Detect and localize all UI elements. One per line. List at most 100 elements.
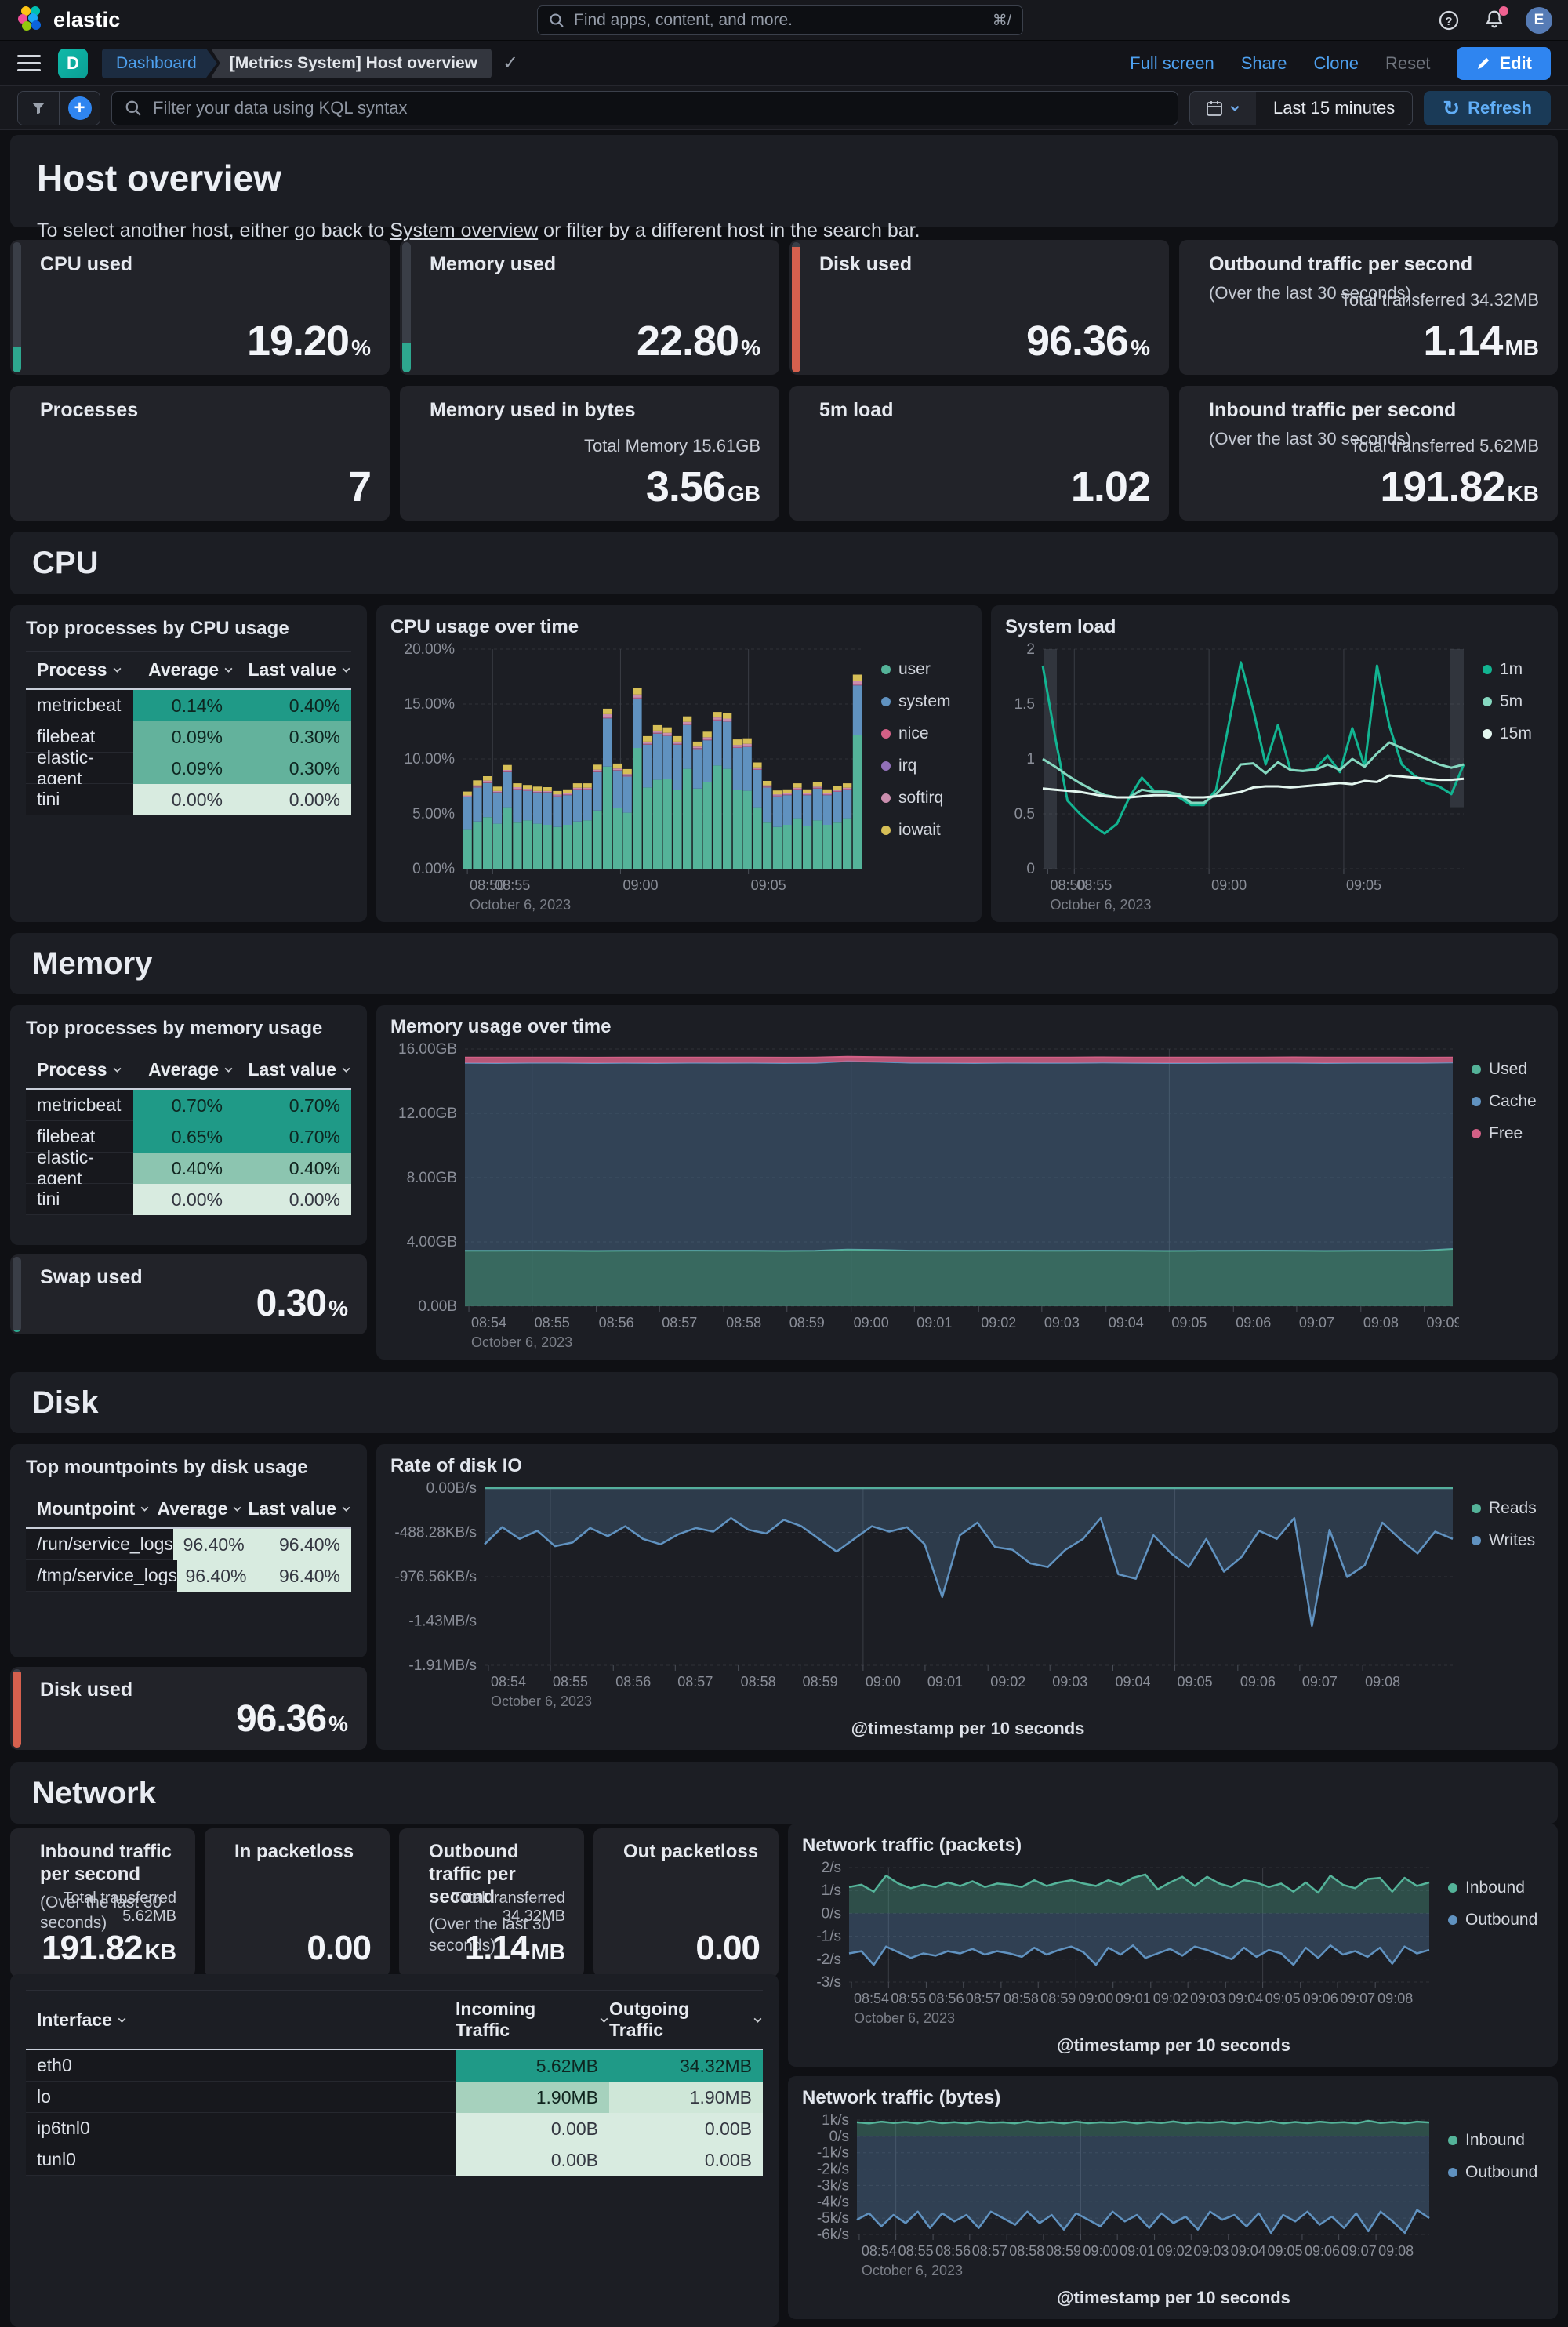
kql-search-box[interactable] xyxy=(111,90,1178,125)
legend-item-nice[interactable]: nice xyxy=(881,724,969,743)
system-load-chart[interactable]: 0 0.5 1 1.5 2 08:50 08:55 09:00 09:05 October 6, … xyxy=(1005,638,1470,916)
global-search-input[interactable] xyxy=(572,10,985,31)
date-picker-button[interactable] xyxy=(1189,91,1256,125)
legend-item-iowait[interactable]: iowait xyxy=(881,821,969,840)
tile-cpu-used: CPU used 19.20% xyxy=(10,240,390,375)
row-label: filebeat xyxy=(26,1121,133,1153)
legend-item-Inbound[interactable]: Inbound xyxy=(1448,2131,1545,2150)
legend-item-irq[interactable]: irq xyxy=(881,757,969,775)
column-header-last-value[interactable]: Last value xyxy=(242,1498,351,1519)
legend-item-Inbound[interactable]: Inbound xyxy=(1448,1879,1545,1897)
panel-cpu-usage-over-time: CPU usage over time 0.00% 5.00% 10.00% 15.0… xyxy=(376,605,982,922)
column-header-process[interactable]: Process xyxy=(37,659,133,681)
saved-check-icon[interactable]: ✓ xyxy=(503,53,519,74)
system-overview-link[interactable]: System overview xyxy=(390,220,539,241)
svg-text:October 6, 2023: October 6, 2023 xyxy=(471,1334,572,1350)
notification-dot xyxy=(1499,6,1508,16)
section-header-cpu: CPU xyxy=(10,532,1558,594)
column-header-outgoing-traffic[interactable]: Outgoing Traffic xyxy=(609,1998,763,2041)
legend-item-5m[interactable]: 5m xyxy=(1483,692,1545,711)
row-label: metricbeat xyxy=(26,690,133,721)
legend-item-Writes[interactable]: Writes xyxy=(1472,1531,1545,1550)
svg-text:08:59: 08:59 xyxy=(1046,2243,1081,2259)
column-header-average[interactable]: Average xyxy=(133,659,234,681)
breadcrumb-dashboard[interactable]: Dashboard xyxy=(102,49,217,78)
refresh-button[interactable]: ↻ Refresh xyxy=(1424,90,1551,125)
legend-item-softirq[interactable]: softirq xyxy=(881,789,969,808)
legend-item-Used[interactable]: Used xyxy=(1472,1060,1545,1079)
table-cell: 0.00% xyxy=(234,1184,351,1215)
legend-item-system[interactable]: system xyxy=(881,692,969,711)
column-header-average[interactable]: Average xyxy=(133,1059,234,1080)
column-header-average[interactable]: Average xyxy=(150,1498,242,1519)
memory-usage-chart[interactable]: 0.00B 4.00GB 8.00GB 12.00GB 16.00GB 08:54 08:5… xyxy=(390,1038,1462,1353)
svg-text:-3/s: -3/s xyxy=(816,1974,841,1991)
tile-memory-used-bytes: Memory used in bytes Total Memory 15.61G… xyxy=(400,386,779,521)
legend-item-user[interactable]: user xyxy=(881,660,969,679)
add-filter-button[interactable]: + xyxy=(59,91,100,125)
legend-item-Outbound[interactable]: Outbound xyxy=(1448,2163,1545,2182)
clone-link[interactable]: Clone xyxy=(1313,53,1359,73)
column-header-process[interactable]: Process xyxy=(37,1059,133,1080)
row-label: tini xyxy=(26,784,133,815)
tile-swap-used: Swap used 0.30% xyxy=(10,1254,367,1334)
row-label: ip6tnl0 xyxy=(26,2113,456,2144)
svg-text:09:08: 09:08 xyxy=(1365,1674,1400,1690)
gauge-bar xyxy=(402,242,411,372)
edit-button[interactable]: Edit xyxy=(1457,46,1551,80)
svg-text:-6k/s: -6k/s xyxy=(817,2227,849,2243)
reset-link[interactable]: Reset xyxy=(1385,53,1431,73)
svg-text:08:56: 08:56 xyxy=(928,1991,964,2006)
legend-item-15m[interactable]: 15m xyxy=(1483,724,1545,743)
chevron-down-icon xyxy=(1230,105,1240,111)
column-header-last-value[interactable]: Last value xyxy=(234,659,351,681)
global-search[interactable]: ⌘/ xyxy=(537,5,1023,35)
legend-item-Free[interactable]: Free xyxy=(1472,1124,1545,1143)
svg-text:09:09: 09:09 xyxy=(1426,1315,1459,1330)
network-bytes-chart[interactable]: 1k/s 0/s -1k/s -2k/s -3k/s -4k/s -5k/s -6k/s 08:… xyxy=(802,2109,1436,2282)
disk-io-chart[interactable]: 0.00B/s -488.28KB/s -976.56KB/s -1.43MB/s -1… xyxy=(390,1477,1459,1712)
newsfeed-bell-icon[interactable] xyxy=(1480,6,1508,34)
panel-system-load: System load 0 0.5 1 1.5 2 08:50 08:55 09:00 09:0… xyxy=(991,605,1558,922)
help-icon[interactable]: ? xyxy=(1435,6,1463,34)
svg-text:20.00%: 20.00% xyxy=(405,641,456,658)
svg-text:08:55: 08:55 xyxy=(898,2243,934,2259)
svg-text:09:02: 09:02 xyxy=(990,1674,1025,1690)
svg-text:08:54: 08:54 xyxy=(854,1991,889,2006)
svg-text:4.00GB: 4.00GB xyxy=(407,1234,457,1251)
column-header-last-value[interactable]: Last value xyxy=(234,1059,351,1080)
table-cell: 0.09% xyxy=(133,721,234,753)
svg-text:2: 2 xyxy=(1026,641,1035,658)
filters-button[interactable] xyxy=(18,91,59,125)
legend-item-1m[interactable]: 1m xyxy=(1483,660,1545,679)
sort-chevron-icon xyxy=(342,1506,350,1512)
svg-text:08:50: 08:50 xyxy=(470,877,505,893)
column-header-mountpoint[interactable]: Mountpoint xyxy=(37,1498,150,1519)
legend-item-Reads[interactable]: Reads xyxy=(1472,1499,1545,1518)
time-range-button[interactable]: Last 15 minutes xyxy=(1272,97,1396,118)
share-link[interactable]: Share xyxy=(1240,53,1287,73)
cpu-usage-chart[interactable]: 0.00% 5.00% 10.00% 15.00% 20.00% 08:50 08:55 09… xyxy=(390,638,869,916)
table-cell: 0.00B xyxy=(456,2113,609,2144)
row-label: elastic-agent xyxy=(26,747,133,789)
kql-input[interactable] xyxy=(151,96,1165,119)
svg-text:0.00%: 0.00% xyxy=(412,861,455,877)
avatar[interactable]: E xyxy=(1526,7,1552,34)
filter-funnel-icon xyxy=(32,102,45,114)
full-screen-link[interactable]: Full screen xyxy=(1130,53,1214,73)
legend-item-Outbound[interactable]: Outbound xyxy=(1448,1911,1545,1929)
panel-rate-of-disk-io: Rate of disk IO 0.00B/s -488.28KB/s -976.5… xyxy=(376,1444,1558,1750)
elastic-logo-icon[interactable] xyxy=(17,5,44,35)
column-header-incoming-traffic[interactable]: Incoming Traffic xyxy=(456,1998,609,2041)
svg-text:09:00: 09:00 xyxy=(1078,1991,1113,2006)
search-shortcut-badge: ⌘/ xyxy=(992,12,1011,29)
column-header-interface[interactable]: Interface xyxy=(37,2009,456,2031)
svg-text:08:58: 08:58 xyxy=(1009,2243,1044,2259)
menu-icon[interactable] xyxy=(17,55,41,71)
network-packets-chart[interactable]: 2/s 1/s 0/s -1/s -2/s -3/s 08:54 08:55 08:56 08:5… xyxy=(802,1857,1436,2029)
gauge-bar xyxy=(13,1669,21,1748)
legend-item-Cache[interactable]: Cache xyxy=(1472,1092,1545,1111)
dashboard-app-icon[interactable]: D xyxy=(58,48,88,78)
